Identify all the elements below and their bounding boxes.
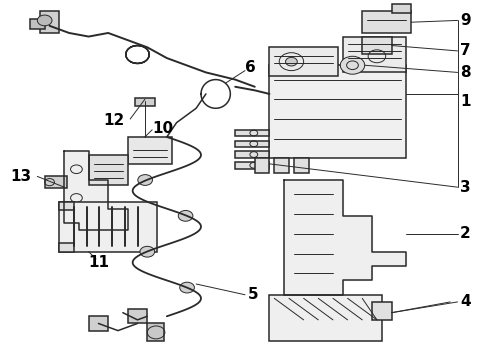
Text: 10: 10 [152,121,173,135]
Bar [270,47,338,76]
Bar [45,176,67,188]
Text: 11: 11 [89,255,110,270]
Bar [235,151,270,158]
Bar [30,19,45,30]
Bar [59,202,157,252]
Text: 7: 7 [460,44,470,58]
Bar [235,162,270,168]
Text: 3: 3 [460,180,470,195]
Bar [294,158,309,173]
Circle shape [286,57,297,66]
Circle shape [340,56,365,74]
Text: 4: 4 [460,294,470,310]
Text: 9: 9 [460,13,470,28]
Bar [235,130,270,136]
Text: 6: 6 [245,59,256,75]
Text: 12: 12 [103,113,124,128]
Circle shape [37,15,52,26]
Bar [362,12,411,33]
Bar [392,4,411,13]
Bar [128,137,172,164]
Bar [40,12,59,33]
Bar [270,295,382,341]
Circle shape [140,246,155,257]
Bar [59,243,74,252]
Bar [89,316,108,330]
Bar [128,309,147,323]
Bar [362,37,392,54]
Text: 5: 5 [247,287,258,302]
Text: 13: 13 [10,169,31,184]
Bar [89,155,128,185]
Circle shape [178,211,193,221]
Polygon shape [284,180,406,295]
Bar [59,202,74,211]
Circle shape [180,282,195,293]
Bar [270,65,406,158]
Text: 2: 2 [460,226,471,241]
Circle shape [138,175,152,185]
Text: 8: 8 [460,65,470,80]
Bar [343,37,406,72]
Bar [235,140,270,147]
Bar [255,158,270,173]
Text: 1: 1 [460,94,470,109]
Bar [135,98,155,107]
Polygon shape [64,151,128,230]
Bar [147,323,164,341]
Bar [372,302,392,320]
Bar [274,158,289,173]
